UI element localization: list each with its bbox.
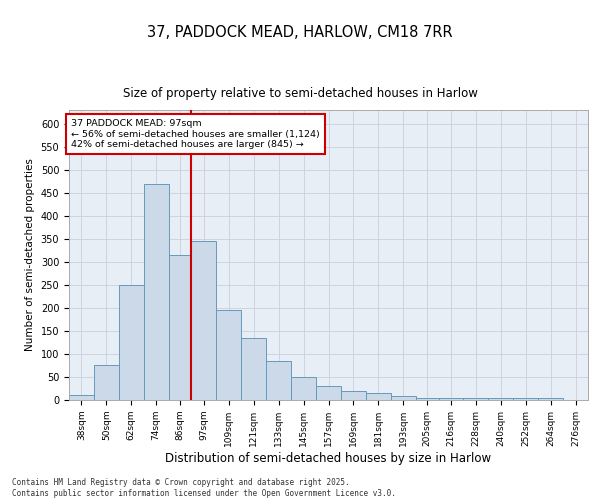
Bar xyxy=(119,285,144,400)
Bar xyxy=(144,184,169,400)
Text: 37 PADDOCK MEAD: 97sqm
← 56% of semi-detached houses are smaller (1,124)
42% of : 37 PADDOCK MEAD: 97sqm ← 56% of semi-det… xyxy=(71,119,320,149)
Bar xyxy=(94,366,119,400)
X-axis label: Distribution of semi-detached houses by size in Harlow: Distribution of semi-detached houses by … xyxy=(166,452,491,464)
Bar xyxy=(69,396,94,400)
Bar xyxy=(341,391,366,400)
Bar xyxy=(391,396,416,400)
Bar xyxy=(266,361,291,400)
Bar xyxy=(416,398,439,400)
Bar xyxy=(439,398,463,400)
Bar xyxy=(169,255,191,400)
Bar xyxy=(241,338,266,400)
Text: Contains HM Land Registry data © Crown copyright and database right 2025.
Contai: Contains HM Land Registry data © Crown c… xyxy=(12,478,396,498)
Bar xyxy=(291,377,316,400)
Bar xyxy=(538,398,563,400)
Text: 37, PADDOCK MEAD, HARLOW, CM18 7RR: 37, PADDOCK MEAD, HARLOW, CM18 7RR xyxy=(147,25,453,40)
Bar xyxy=(366,393,391,400)
Y-axis label: Number of semi-detached properties: Number of semi-detached properties xyxy=(25,158,35,352)
Bar xyxy=(316,386,341,400)
Bar xyxy=(488,398,513,400)
Bar xyxy=(513,398,538,400)
Text: Size of property relative to semi-detached houses in Harlow: Size of property relative to semi-detach… xyxy=(122,87,478,100)
Bar xyxy=(217,310,241,400)
Bar xyxy=(463,398,488,400)
Bar xyxy=(191,241,217,400)
